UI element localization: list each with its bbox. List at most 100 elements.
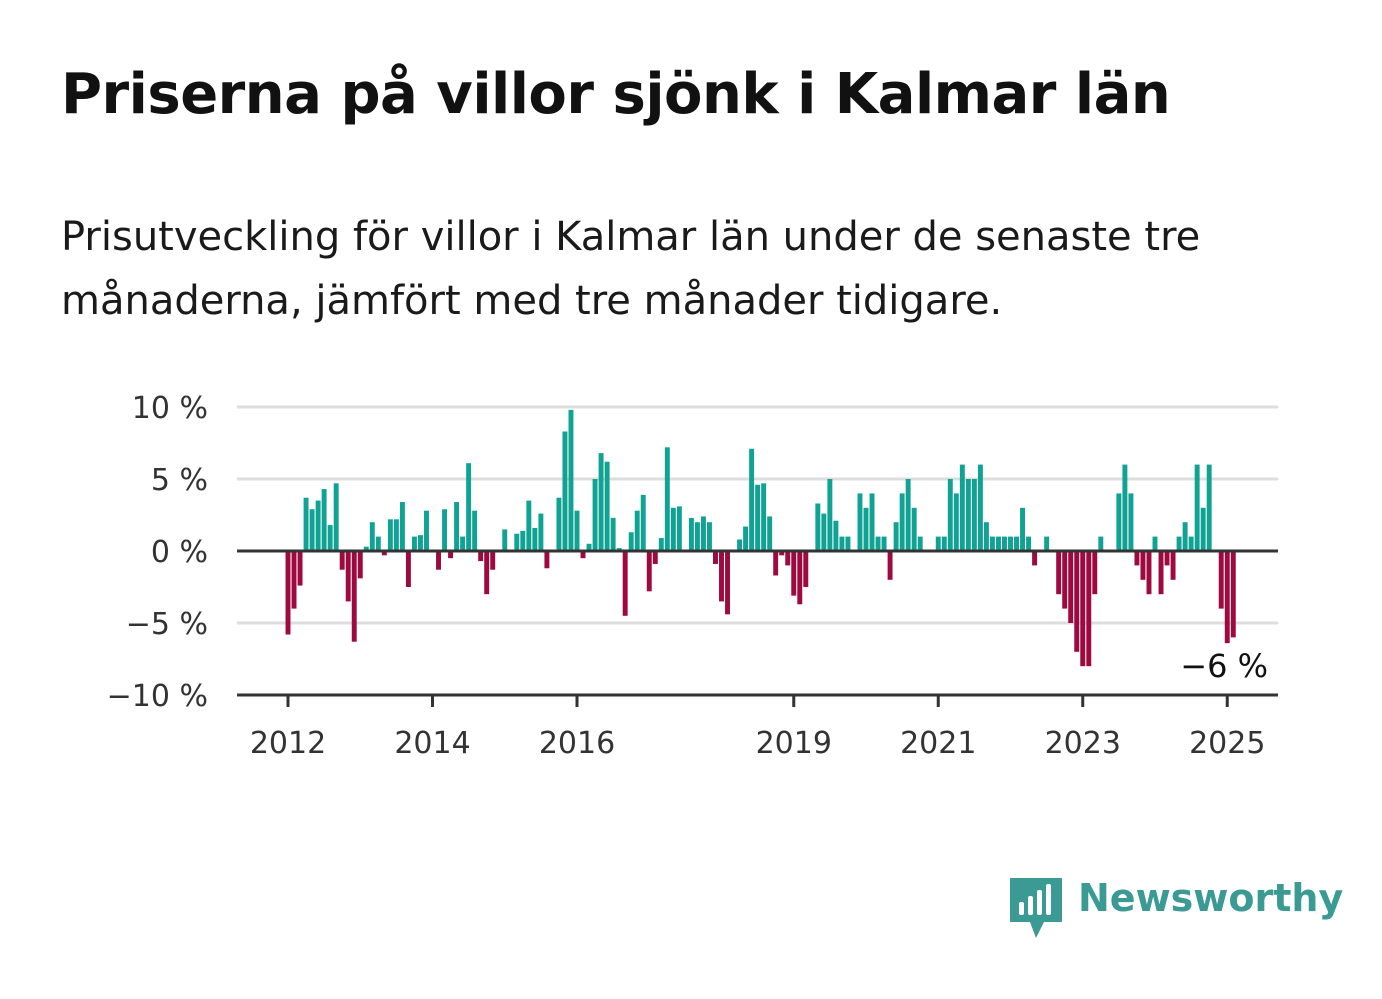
y-tick-label: −5 % [126, 607, 208, 642]
bar [351, 551, 357, 642]
bar [725, 551, 730, 615]
bar [381, 551, 387, 556]
bar [1098, 536, 1104, 551]
x-tick-label: 2012 [250, 726, 326, 761]
bar [1032, 551, 1038, 566]
x-tick-label: 2014 [394, 726, 470, 761]
bar [670, 507, 676, 551]
bar [953, 493, 959, 551]
bar [827, 479, 833, 551]
bar [1158, 551, 1164, 595]
bar [309, 509, 315, 551]
bar [369, 522, 375, 551]
bar [339, 551, 345, 570]
bar [628, 532, 634, 551]
bar [755, 484, 761, 551]
bar [574, 510, 580, 551]
bar [502, 529, 508, 551]
bar [1200, 507, 1206, 551]
bar [321, 489, 327, 551]
bar [719, 551, 724, 602]
bar [941, 536, 947, 551]
x-tick-label: 2025 [1189, 726, 1265, 761]
bar [1128, 493, 1134, 551]
end-value-label: −6 % [1180, 647, 1268, 685]
bar [749, 448, 755, 551]
bar [857, 493, 863, 551]
bar [1056, 551, 1062, 595]
tick-labels: 10 % 5 % 0 % −5 % −10 % 2012 2014 2016 2019 2021 2… [107, 391, 1268, 761]
y-tick-label: 0 % [151, 535, 208, 570]
bar [767, 516, 773, 551]
bar [393, 519, 399, 551]
chart-subtitle: Prisutveckling för villor i Kalmar län u… [61, 214, 1201, 324]
bar [1122, 464, 1128, 551]
bar [592, 479, 598, 551]
bar [646, 551, 652, 592]
bar [1164, 551, 1170, 566]
bar [1074, 551, 1080, 652]
bar [1026, 536, 1032, 551]
bar [911, 507, 917, 551]
bar [791, 551, 797, 596]
bar [1116, 493, 1122, 551]
bar [1092, 551, 1098, 595]
bar [995, 536, 1001, 551]
bar [466, 463, 472, 551]
bar [917, 536, 923, 551]
bar [959, 464, 965, 551]
bar [1146, 551, 1152, 595]
bar [556, 497, 562, 551]
bar [1014, 536, 1019, 551]
bar [490, 551, 496, 570]
axes [237, 549, 1278, 707]
bar [785, 551, 791, 566]
bar [947, 479, 953, 551]
bar [405, 551, 411, 587]
bar [983, 522, 989, 551]
bar [538, 513, 544, 551]
bar [562, 431, 568, 551]
bar [1086, 551, 1092, 667]
bar [357, 551, 363, 579]
bar [1194, 464, 1200, 551]
y-tick-label: 10 % [132, 391, 208, 426]
bar [1218, 551, 1224, 609]
bar [1188, 536, 1194, 551]
bar [658, 538, 664, 551]
bar [863, 507, 869, 551]
bar [737, 539, 743, 551]
bar [1020, 507, 1026, 551]
bar [442, 509, 448, 551]
bar [887, 551, 893, 580]
bar [743, 526, 749, 551]
x-tick-label: 2019 [756, 726, 832, 761]
bar [773, 551, 779, 576]
bar [622, 551, 628, 616]
bar [881, 536, 887, 551]
bar [1080, 551, 1086, 667]
bar [604, 461, 610, 551]
bar [1176, 536, 1182, 551]
bar [363, 546, 369, 551]
bar [935, 536, 941, 551]
bar [610, 517, 616, 551]
bar [640, 494, 646, 551]
gridlines [237, 405, 1278, 625]
bar [694, 522, 700, 551]
bar [779, 551, 785, 556]
bar [580, 551, 586, 559]
bar [285, 551, 291, 635]
bar [1134, 551, 1140, 566]
bar [899, 493, 905, 551]
bar [875, 536, 881, 551]
bar [664, 447, 670, 551]
bar [1224, 551, 1230, 644]
bar [893, 522, 899, 551]
bar [700, 516, 706, 551]
bar [797, 551, 803, 605]
bar [532, 527, 538, 551]
y-tick-label: 5 % [151, 463, 208, 498]
bar [303, 497, 309, 551]
chart-title: Priserna på villor sjönk i Kalmar län [61, 62, 1171, 127]
